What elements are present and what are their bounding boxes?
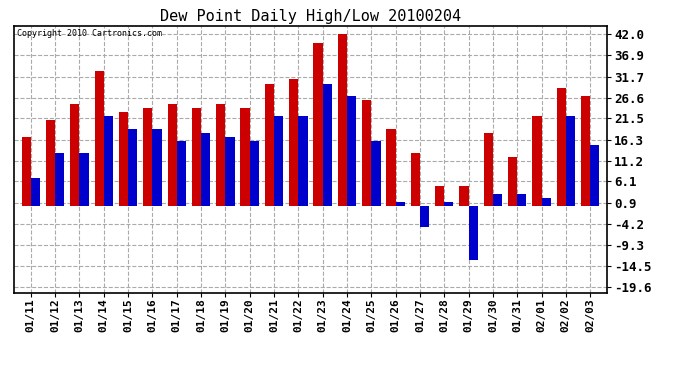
Bar	[21, 137, 31, 207]
Bar	[444, 202, 453, 207]
Bar	[493, 194, 502, 207]
Bar	[274, 116, 284, 207]
Bar	[226, 137, 235, 207]
Bar	[298, 116, 308, 207]
Bar	[371, 141, 381, 207]
Bar	[323, 84, 332, 207]
Bar	[532, 116, 542, 207]
Bar	[590, 145, 600, 207]
Bar	[265, 84, 274, 207]
Bar	[313, 43, 323, 207]
Bar	[240, 108, 250, 207]
Bar	[250, 141, 259, 207]
Bar	[557, 88, 566, 207]
Bar	[411, 153, 420, 207]
Bar	[460, 186, 469, 207]
Bar	[216, 104, 226, 207]
Bar	[201, 133, 210, 207]
Bar	[581, 96, 590, 207]
Bar	[168, 104, 177, 207]
Bar	[70, 104, 79, 207]
Bar	[362, 100, 371, 207]
Bar	[128, 129, 137, 207]
Bar	[420, 207, 429, 227]
Bar	[508, 158, 518, 207]
Bar	[95, 71, 103, 207]
Bar	[347, 96, 356, 207]
Bar	[119, 112, 128, 207]
Bar	[435, 186, 444, 207]
Bar	[518, 194, 526, 207]
Bar	[79, 153, 89, 207]
Bar	[152, 129, 161, 207]
Bar	[386, 129, 395, 207]
Bar	[289, 80, 298, 207]
Bar	[177, 141, 186, 207]
Text: Copyright 2010 Cartronics.com: Copyright 2010 Cartronics.com	[17, 29, 161, 38]
Bar	[395, 202, 405, 207]
Bar	[46, 120, 55, 207]
Bar	[104, 116, 113, 207]
Bar	[566, 116, 575, 207]
Bar	[31, 178, 40, 207]
Title: Dew Point Daily High/Low 20100204: Dew Point Daily High/Low 20100204	[160, 9, 461, 24]
Bar	[484, 133, 493, 207]
Bar	[144, 108, 152, 207]
Bar	[469, 207, 477, 260]
Bar	[337, 34, 347, 207]
Bar	[192, 108, 201, 207]
Bar	[542, 198, 551, 207]
Bar	[55, 153, 64, 207]
